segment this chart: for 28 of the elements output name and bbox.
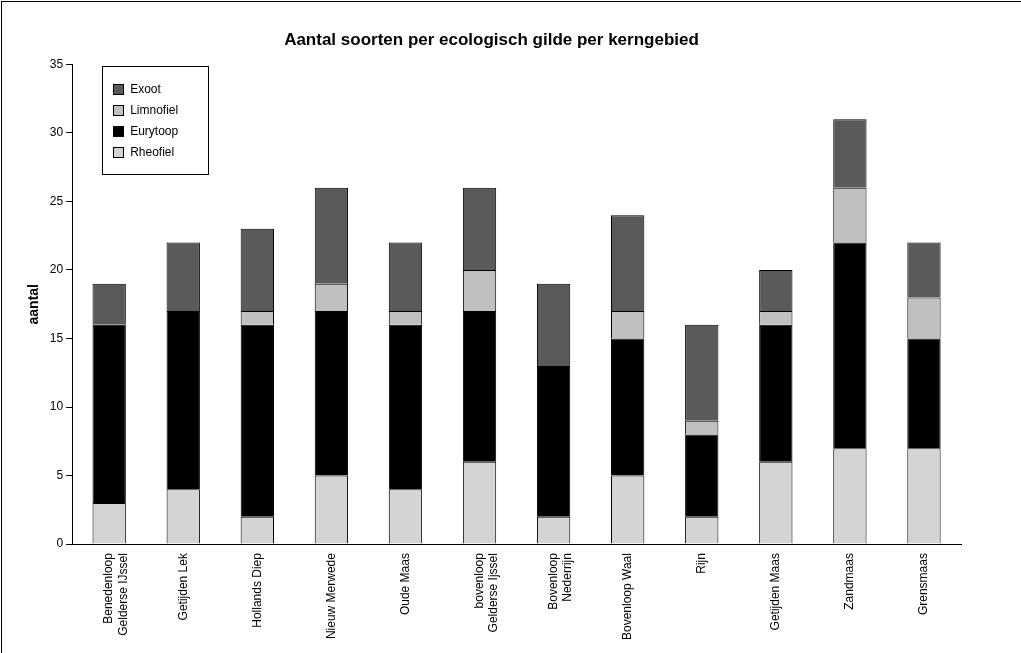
y-tick-label: 30: [49, 125, 64, 140]
y-tick-label: 5: [56, 467, 64, 482]
legend-label: Exoot: [130, 82, 161, 97]
chart-title: Aantal soorten per ecologisch gilde per kerngebied: [284, 29, 699, 49]
x-tick-label: Bovenloop Waal: [619, 553, 634, 641]
bar: [833, 242, 867, 449]
x-tick-label: Getijden Maas: [768, 553, 783, 631]
x-tick-label: Oude Maas: [397, 553, 412, 616]
y-tick-label: 35: [49, 56, 64, 71]
legend-label: Rheofiel: [130, 145, 175, 160]
bar: [907, 338, 941, 449]
y-tick-label: 20: [49, 262, 64, 277]
x-tick-label: Rijn: [694, 553, 709, 574]
legend-label: Limnofiel: [130, 103, 179, 118]
y-tick-label: 10: [49, 399, 64, 414]
x-tick-label: Hollands Diep: [249, 552, 264, 628]
x-tick-label: Zandmaas: [842, 553, 857, 610]
y-axis-title: aantal: [25, 283, 42, 325]
x-tick-label: Bovenloop Nederrijn: [545, 552, 575, 610]
legend-label: Eurytoop: [130, 124, 179, 139]
y-tick-label: 0: [56, 536, 64, 551]
x-tick-label: Getijden Lek: [175, 552, 190, 621]
x-tick-label: Nieuw Merwede: [323, 552, 338, 640]
x-tick-label: Benedenloop Gelderse IJssel: [101, 552, 130, 636]
x-tick-label: bovenloop Gelderse Ijssel: [471, 552, 501, 633]
y-tick-label: 25: [49, 193, 64, 208]
x-tick-label: Grensmaas: [916, 553, 931, 616]
y-tick-label: 15: [49, 330, 64, 345]
